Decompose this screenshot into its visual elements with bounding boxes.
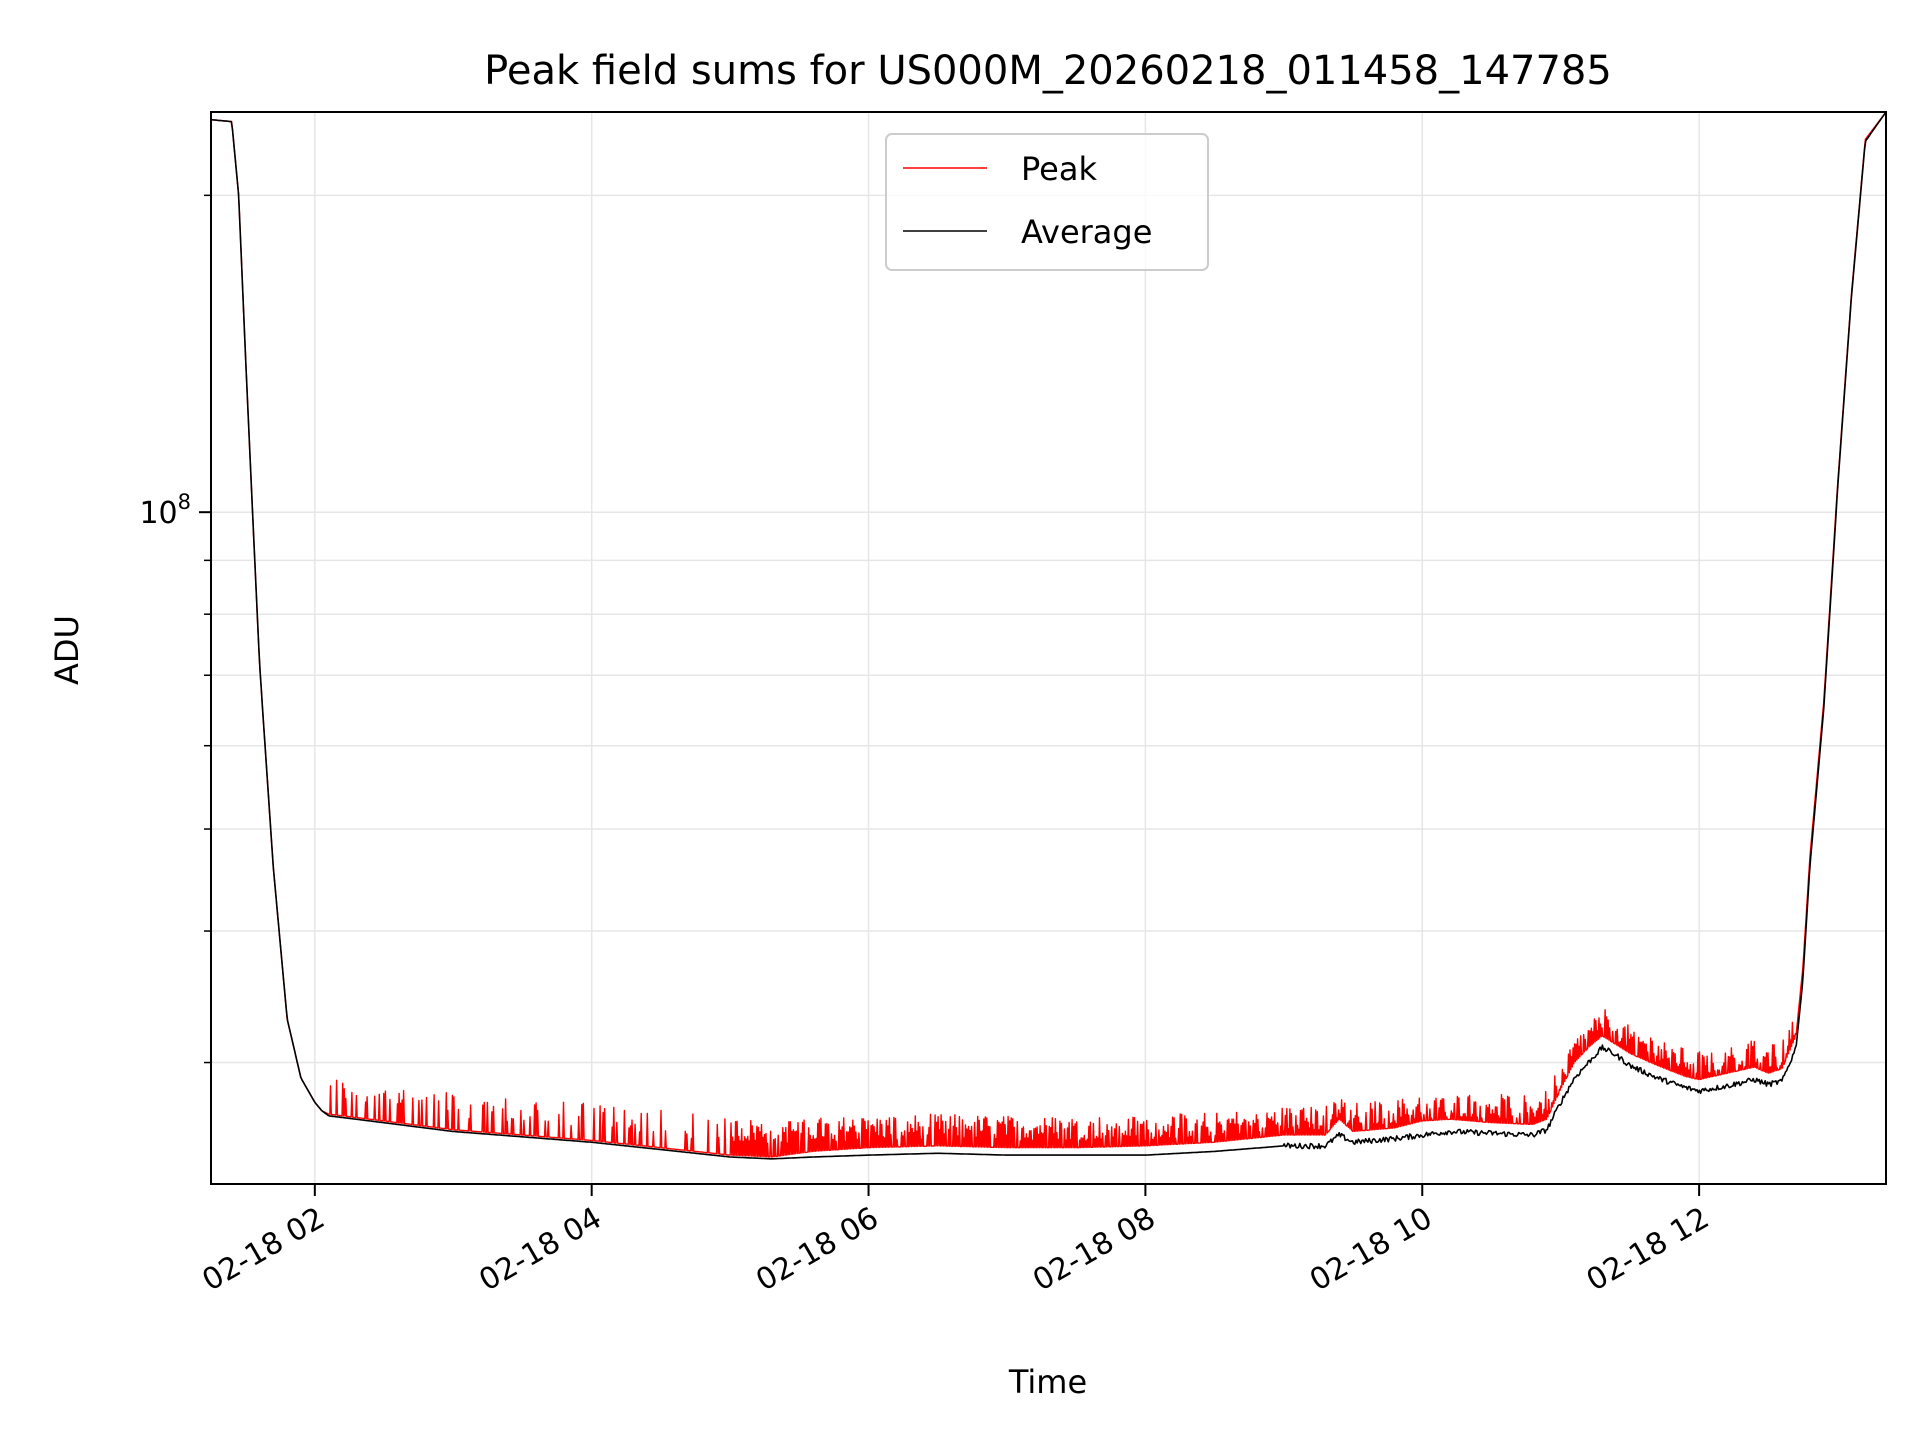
legend-label-peak: Peak [1021,150,1097,188]
y-tick-label: 108 [139,490,191,531]
legend-label-average: Average [1021,213,1152,251]
plot-area [210,111,1887,1160]
y-axis-label: ADU [48,615,86,685]
legend: Peak Average [885,133,1209,271]
x-axis-label: Time [1008,1363,1087,1401]
series-line-peak [210,111,1887,1158]
y-tick-label-exponent: 8 [178,490,191,514]
series-line-average [210,111,1887,1160]
plot-frame [210,111,1887,1185]
y-axis: 108 [139,194,211,1064]
y-tick-label-base: 10 [139,496,177,531]
chart-title: Peak field sums for US000M_20260218_0114… [484,48,1612,94]
